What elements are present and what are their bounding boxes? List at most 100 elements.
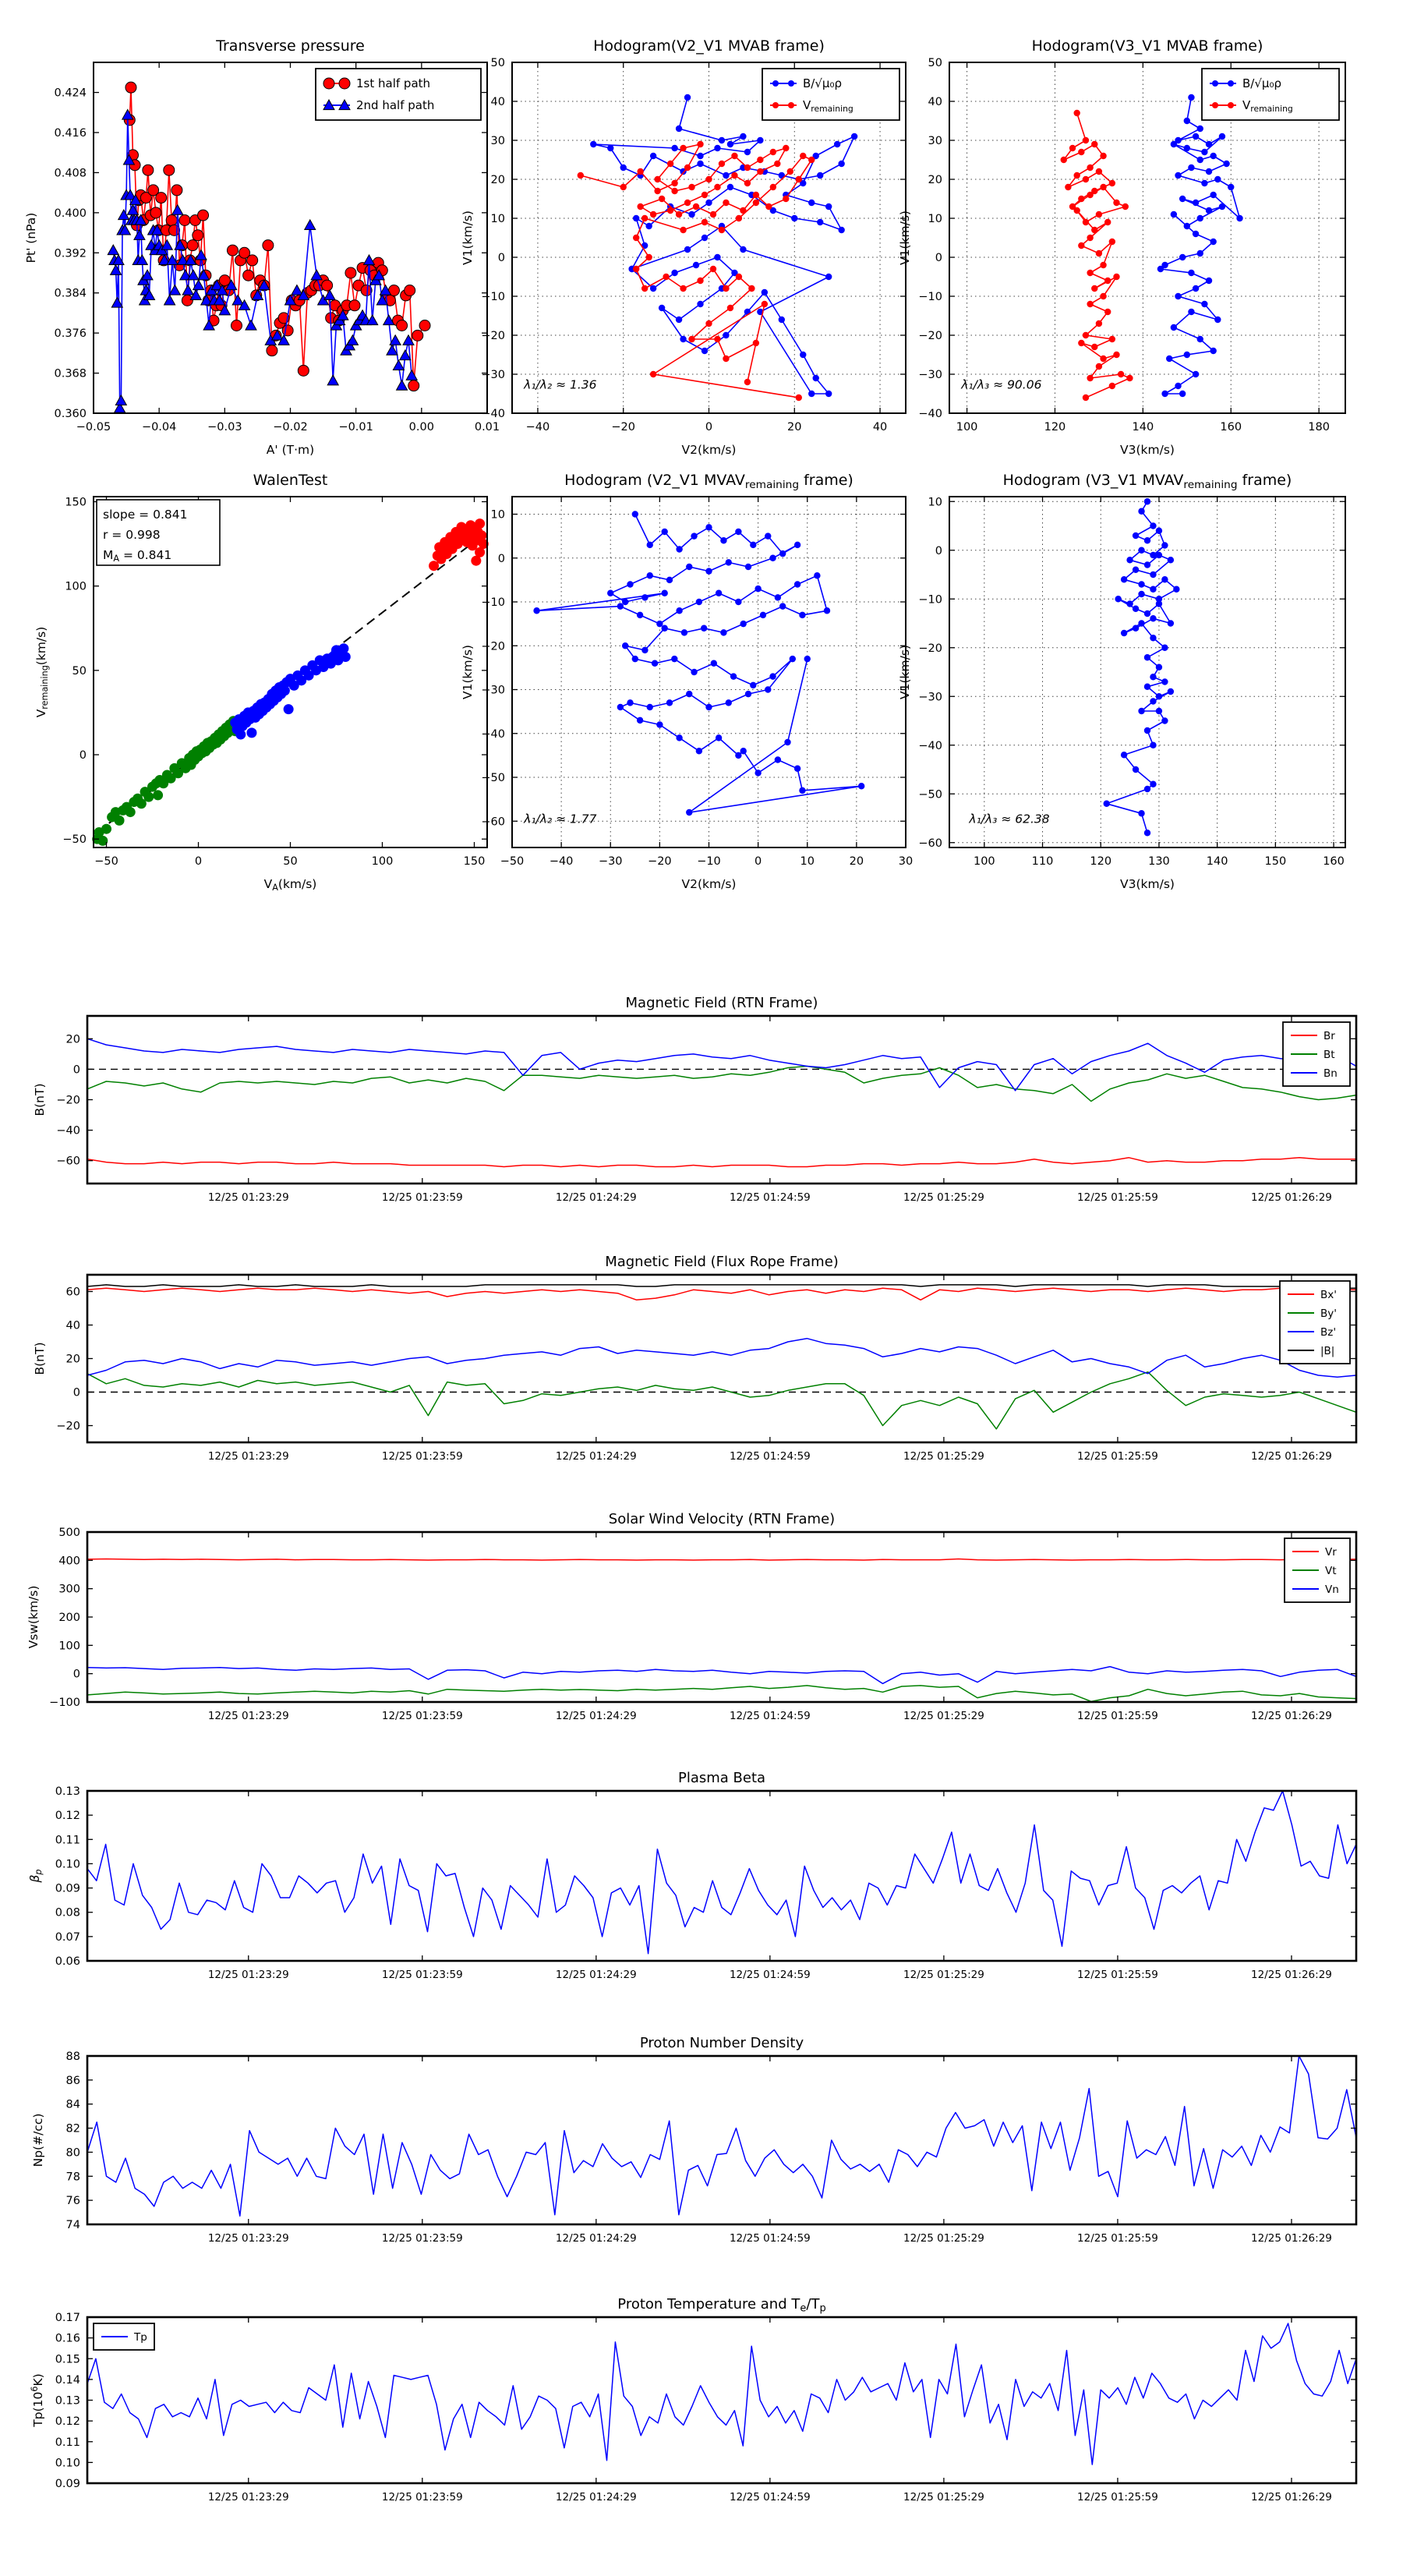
y-tick-label: −50 <box>481 772 505 784</box>
y-tick-label: 0.10 <box>55 1858 80 1870</box>
x-tick-label: 12/25 01:24:59 <box>730 2491 811 2503</box>
x-tick-label: 12/25 01:24:29 <box>556 2232 637 2245</box>
x-tick-label: 12/25 01:24:29 <box>556 2491 637 2503</box>
x-tick-label: 12/25 01:25:59 <box>1077 2491 1158 2503</box>
chart-magnetic-field-flux-rope: 12/25 01:23:29 12/25 01:23:59 12/25 01:24:… <box>33 1254 1358 1463</box>
x-tick-label: 12/25 01:25:29 <box>903 1450 984 1463</box>
legend-label: Vn <box>1325 1583 1339 1596</box>
b_flux_rope-legend: Bx' By' Bz' |B| <box>1279 1280 1351 1364</box>
chart-magnetic-field-rtn: 12/25 01:23:29 12/25 01:23:59 12/25 01:24:… <box>33 995 1358 1204</box>
y-tick-label: 0.384 <box>54 288 87 300</box>
x-tick-label: 12/25 01:23:29 <box>208 1450 289 1463</box>
x-tick-label: 12/25 01:24:59 <box>730 1191 811 1204</box>
y-tick-label: −30 <box>481 685 505 697</box>
x-tick-label: 0 <box>705 421 712 433</box>
x-tick-label: 12/25 01:25:59 <box>1077 1191 1158 1204</box>
legend-label: 1st half path <box>356 76 430 90</box>
x-tick-label: 12/25 01:23:59 <box>382 2232 463 2245</box>
y-tick-label: 50 <box>491 57 505 69</box>
y-tick-label: 40 <box>928 96 942 108</box>
y-tick-label: 0.12 <box>55 2415 80 2428</box>
x-tick-label: 12/25 01:26:29 <box>1251 1710 1332 1722</box>
legend-label: Vremaining <box>803 98 853 114</box>
y-tick-label: −20 <box>56 1095 80 1107</box>
transverse_pressure-title: Transverse pressure <box>215 37 365 55</box>
y-tick-label: 30 <box>491 135 505 147</box>
proton_temp-title: Proton Temperature and Te/Tp <box>617 2296 825 2315</box>
vsw_rtn-series-vn <box>87 1665 1357 1685</box>
legend-label: Bn <box>1323 1067 1338 1080</box>
x-tick-label: 150 <box>1265 855 1287 868</box>
legend-label: Br <box>1323 1030 1335 1042</box>
chart-solar-wind-velocity: 12/25 01:23:29 12/25 01:23:59 12/25 01:24:… <box>27 1511 1358 1722</box>
x-tick-label: 12/25 01:23:59 <box>382 1450 463 1463</box>
x-tick-label: 12/25 01:23:29 <box>208 1191 289 1204</box>
x-tick-label: −10 <box>697 855 721 868</box>
x-tick-label: −50 <box>500 855 525 868</box>
x-tick-label: −50 <box>94 855 118 868</box>
x-tick-label: 12/25 01:25:59 <box>1077 1450 1158 1463</box>
x-tick-label: 50 <box>283 855 297 868</box>
y-tick-label: −20 <box>481 330 505 342</box>
x-tick-label: 0 <box>195 855 202 868</box>
x-tick-label: 12/25 01:23:59 <box>382 1191 463 1204</box>
hodogram_v2v1_mvab-xlabel: V2(km/s) <box>682 443 737 457</box>
x-tick-label: 0 <box>755 855 762 868</box>
y-tick-label: 0.408 <box>54 167 87 179</box>
x-tick-label: −0.05 <box>76 421 111 433</box>
y-tick-label: −50 <box>62 833 87 846</box>
y-tick-label: 20 <box>66 1353 80 1366</box>
x-tick-label: 12/25 01:26:29 <box>1251 2491 1332 2503</box>
y-tick-label: 200 <box>58 1612 80 1624</box>
hodogram_v2v1_mvab-title: Hodogram(V2_V1 MVAB frame) <box>593 37 825 55</box>
y-tick-label: 60 <box>66 1286 80 1299</box>
y-tick-label: 76 <box>66 2195 80 2207</box>
y-tick-label: 0.09 <box>55 1883 80 1895</box>
proton_temp-series-tp <box>87 2323 1357 2465</box>
legend-label: Vr <box>1325 1546 1337 1559</box>
hodogram_v2v1_mvab-ylabel: V1(km/s) <box>461 211 475 265</box>
x-tick-label: −40 <box>526 421 550 433</box>
x-tick-label: 40 <box>873 421 887 433</box>
x-tick-label: 120 <box>1090 855 1111 868</box>
x-tick-label: 12/25 01:24:59 <box>730 1710 811 1722</box>
x-tick-label: 12/25 01:26:29 <box>1251 1191 1332 1204</box>
proton_density-ylabel: Np(#/cc) <box>31 2114 45 2167</box>
x-tick-label: 12/25 01:24:29 <box>556 1450 637 1463</box>
y-tick-label: 88 <box>66 2051 80 2063</box>
x-tick-label: 100 <box>974 855 995 868</box>
b_rtn-title: Magnetic Field (RTN Frame) <box>626 995 818 1011</box>
x-tick-label: 0.00 <box>409 421 434 433</box>
y-tick-label: −40 <box>918 740 942 752</box>
y-tick-label: 0.13 <box>55 1785 80 1798</box>
b_rtn-ylabel: B(nT) <box>33 1083 47 1116</box>
legend-label: Vremaining <box>1242 98 1293 114</box>
x-tick-label: 12/25 01:24:59 <box>730 1969 811 1981</box>
chart-plasma-beta: 12/25 01:23:29 12/25 01:23:59 12/25 01:24:… <box>28 1770 1358 1981</box>
hodogram_v3v1_mvab-legend: B/√μ₀ρ Vremaining <box>1201 68 1340 121</box>
y-tick-label: −20 <box>56 1421 80 1433</box>
y-tick-label: −100 <box>49 1697 80 1709</box>
b_flux_rope-ylabel: B(nT) <box>33 1342 47 1375</box>
x-tick-label: −0.02 <box>273 421 307 433</box>
hodogram_v2v1_mvav-series-v-remaining <box>533 511 865 816</box>
hodogram_v3v1_mvav-ylabel: V1(km/s) <box>898 645 912 699</box>
transverse_pressure-series-2nd-half-path <box>107 108 419 413</box>
x-tick-label: 12/25 01:26:29 <box>1251 2232 1332 2245</box>
y-tick-label: 80 <box>66 2146 80 2159</box>
walen_test-series-middle-segment <box>230 643 351 740</box>
legend-label: Bt <box>1323 1049 1335 1061</box>
y-tick-label: −30 <box>481 369 505 381</box>
y-tick-label: 10 <box>491 509 505 522</box>
y-tick-label: 100 <box>65 581 87 593</box>
y-tick-label: 100 <box>58 1640 80 1652</box>
annotation: λ₁/λ₂ ≈ 1.36 <box>523 378 596 392</box>
y-tick-label: 300 <box>58 1583 80 1596</box>
x-tick-label: −0.04 <box>142 421 176 433</box>
x-tick-label: 12/25 01:26:29 <box>1251 1969 1332 1981</box>
vsw_rtn-ylabel: Vsw(km/s) <box>27 1586 41 1649</box>
walen_test-series-last-segment <box>429 518 489 571</box>
legend-label: B/√μ₀ρ <box>803 76 842 90</box>
b_flux_rope-title: Magnetic Field (Flux Rope Frame) <box>605 1254 839 1270</box>
